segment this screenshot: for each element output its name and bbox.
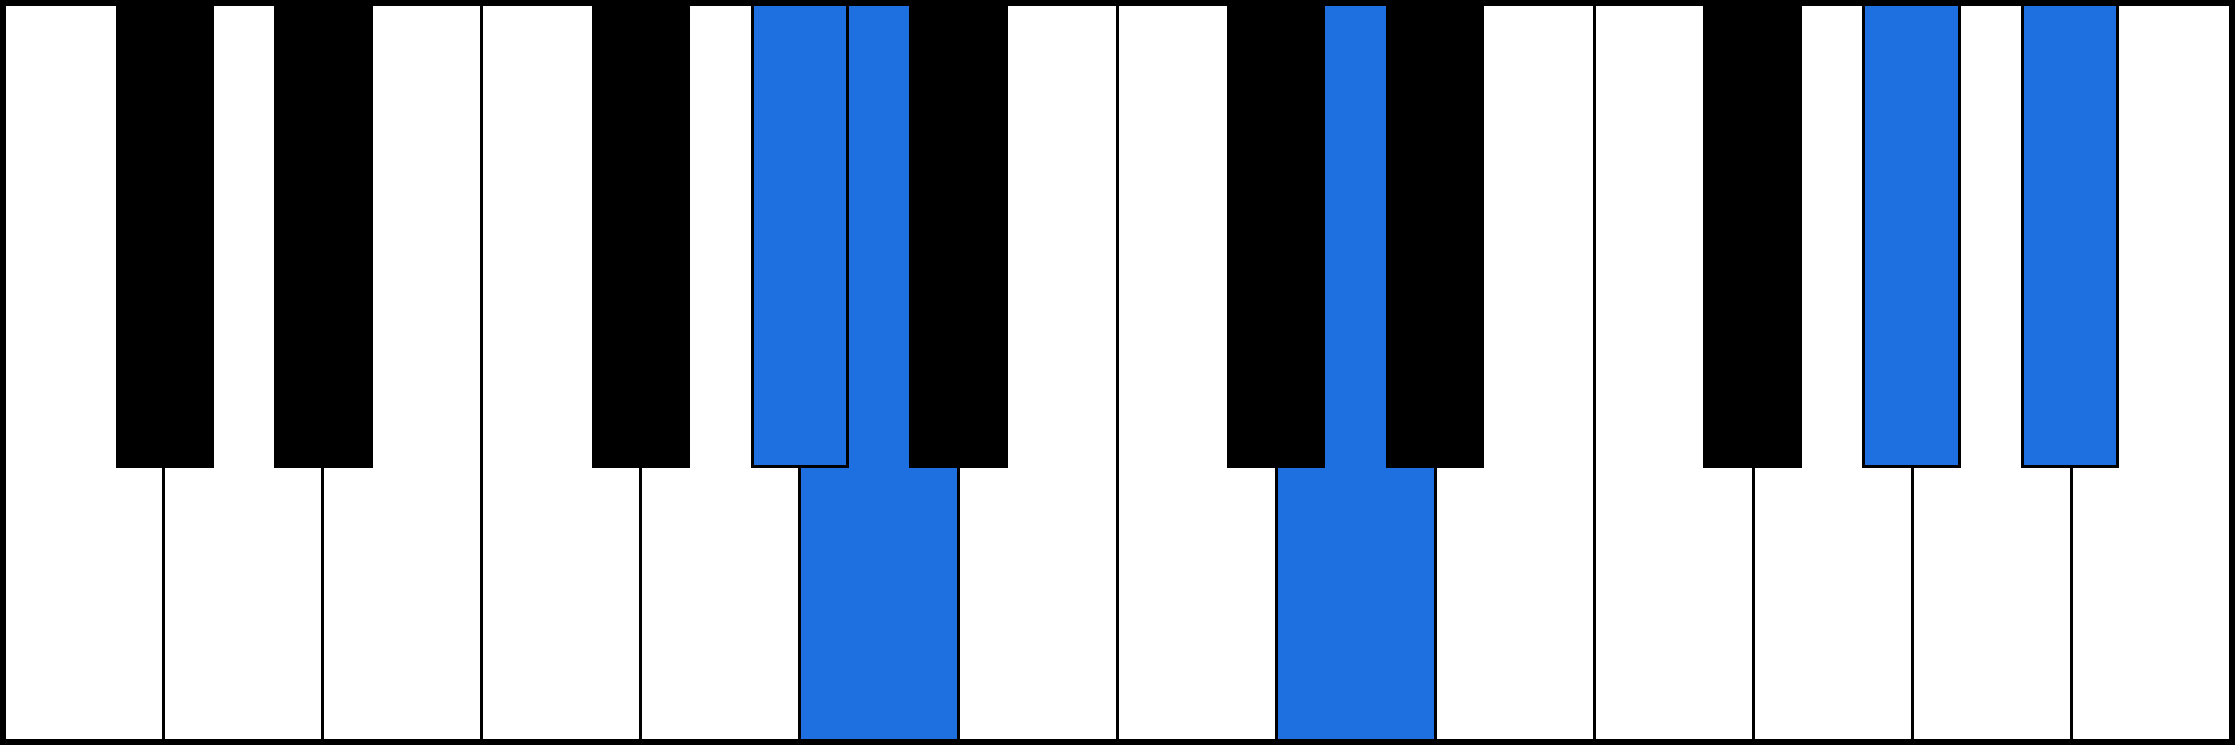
black-key-0 [116, 6, 214, 468]
black-key-7 [1703, 6, 1801, 468]
black-key-2 [592, 6, 690, 468]
black-key-1 [274, 6, 372, 468]
black-key-3 [751, 6, 849, 468]
black-key-5 [1227, 6, 1325, 468]
black-key-6 [1386, 6, 1484, 468]
black-key-4 [909, 6, 1007, 468]
black-key-8 [1862, 6, 1960, 468]
black-key-9 [2021, 6, 2119, 468]
piano-keyboard [0, 0, 2235, 745]
